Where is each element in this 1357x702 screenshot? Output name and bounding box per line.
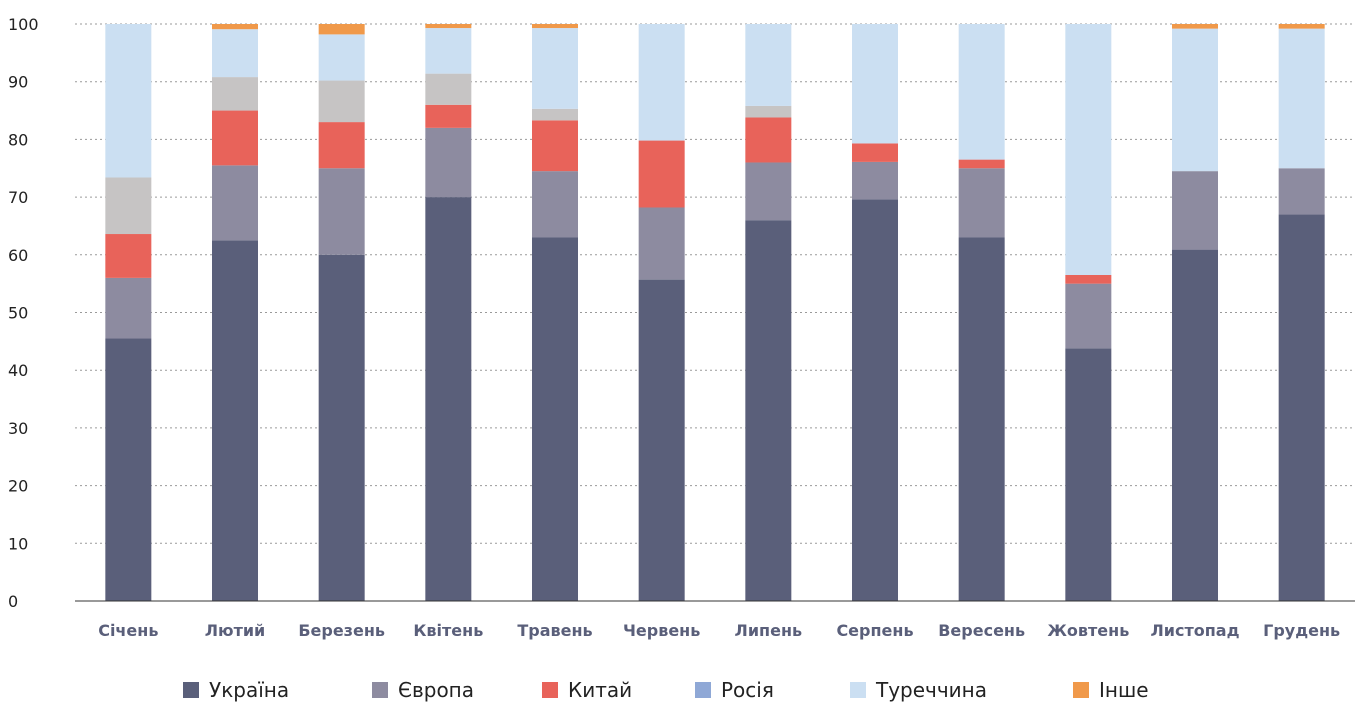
bar-segment <box>1065 348 1112 601</box>
x-tick-label: Липень <box>735 621 803 640</box>
bar-segment <box>958 159 1005 169</box>
bar-segment <box>1172 24 1218 29</box>
bar-segment <box>318 80 365 123</box>
x-tick-label: Серпень <box>836 621 913 640</box>
bar-segment <box>532 28 578 109</box>
bar-segment <box>1172 171 1218 250</box>
bar-segment <box>958 237 1005 602</box>
bar-segment <box>212 110 258 166</box>
legend-swatch <box>183 682 199 698</box>
bar-segment <box>425 127 472 198</box>
bar-segment <box>958 24 1005 160</box>
y-tick-label: 90 <box>8 73 28 92</box>
y-tick-label: 50 <box>8 304 28 323</box>
bar-segment <box>532 171 578 238</box>
bar-segment <box>1065 283 1112 349</box>
bar-segment <box>532 237 578 602</box>
x-tick-label: Лютий <box>205 621 266 640</box>
bar-segment <box>212 24 258 30</box>
bar-segment <box>1065 274 1112 284</box>
bar-segment <box>745 162 792 221</box>
bar-segment <box>638 24 685 141</box>
x-tick-label: Травень <box>517 621 592 640</box>
y-tick-label: 70 <box>8 188 28 207</box>
legend-swatch <box>850 682 866 698</box>
bar-segment <box>425 24 472 29</box>
bar-segment <box>745 105 792 118</box>
bar-segment <box>212 29 258 78</box>
bar-segment <box>1065 24 1112 275</box>
y-tick-label: 60 <box>8 246 28 265</box>
bar-segment <box>638 140 685 208</box>
bar-segment <box>105 24 152 178</box>
bar-segment <box>745 117 792 163</box>
bar-segment <box>105 338 152 601</box>
y-tick-label: 10 <box>8 534 28 553</box>
bar-segment <box>1172 249 1218 601</box>
bar-segment <box>105 277 152 339</box>
bar-segment <box>852 143 898 162</box>
bar-segment <box>212 165 258 241</box>
bar-segment <box>318 34 365 81</box>
x-tick-label: Вересень <box>938 621 1025 640</box>
legend-swatch <box>1073 682 1089 698</box>
bar-segment <box>1172 28 1218 172</box>
y-tick-label: 80 <box>8 130 28 149</box>
bar-segment <box>212 240 258 601</box>
bar-segment <box>852 199 898 601</box>
bar-segment <box>425 197 472 601</box>
legend-label: Росія <box>721 678 774 702</box>
y-tick-label: 40 <box>8 361 28 380</box>
legend-label: Україна <box>209 678 289 702</box>
x-tick-label: Грудень <box>1263 621 1340 640</box>
bar-segment <box>1278 168 1325 215</box>
bar-segment <box>318 24 365 35</box>
bar-segment <box>852 24 898 144</box>
bar-segment <box>425 73 472 105</box>
legend-swatch <box>695 682 711 698</box>
bar-segment <box>1278 214 1325 601</box>
bar-segment <box>318 168 365 255</box>
legend-label: Китай <box>568 678 632 702</box>
bar-segment <box>745 220 792 601</box>
bar-segment <box>318 122 365 169</box>
bar-segment <box>425 104 472 128</box>
y-tick-label: 100 <box>8 15 39 34</box>
bar-segment <box>958 168 1005 238</box>
bar-segment <box>318 254 365 602</box>
x-tick-label: Січень <box>98 621 158 640</box>
x-tick-label: Червень <box>623 621 700 640</box>
bar-segment <box>105 234 152 278</box>
legend-swatch <box>542 682 558 698</box>
legend-label: Інше <box>1099 678 1149 702</box>
bar-segment <box>745 24 792 106</box>
x-tick-label: Березень <box>298 621 385 640</box>
y-tick-label: 20 <box>8 477 28 496</box>
bar-segment <box>1278 24 1325 29</box>
legend-swatch <box>372 682 388 698</box>
bar-segment <box>638 279 685 601</box>
legend-label: Туреччина <box>875 678 987 702</box>
y-tick-label: 0 <box>8 592 18 611</box>
bar-segment <box>532 120 578 172</box>
legend-label: Європа <box>398 678 474 702</box>
y-tick-label: 30 <box>8 419 28 438</box>
bar-segment <box>425 28 472 74</box>
bar-segment <box>532 108 578 121</box>
bar-segment <box>532 24 578 29</box>
x-tick-label: Листопад <box>1150 621 1239 640</box>
x-tick-label: Квітень <box>413 621 483 640</box>
bar-segment <box>638 207 685 280</box>
bar-segment <box>1278 28 1325 169</box>
x-tick-label: Жовтень <box>1047 621 1129 640</box>
bar-segment <box>105 177 152 235</box>
bar-segment <box>212 77 258 111</box>
bar-segment <box>852 161 898 200</box>
